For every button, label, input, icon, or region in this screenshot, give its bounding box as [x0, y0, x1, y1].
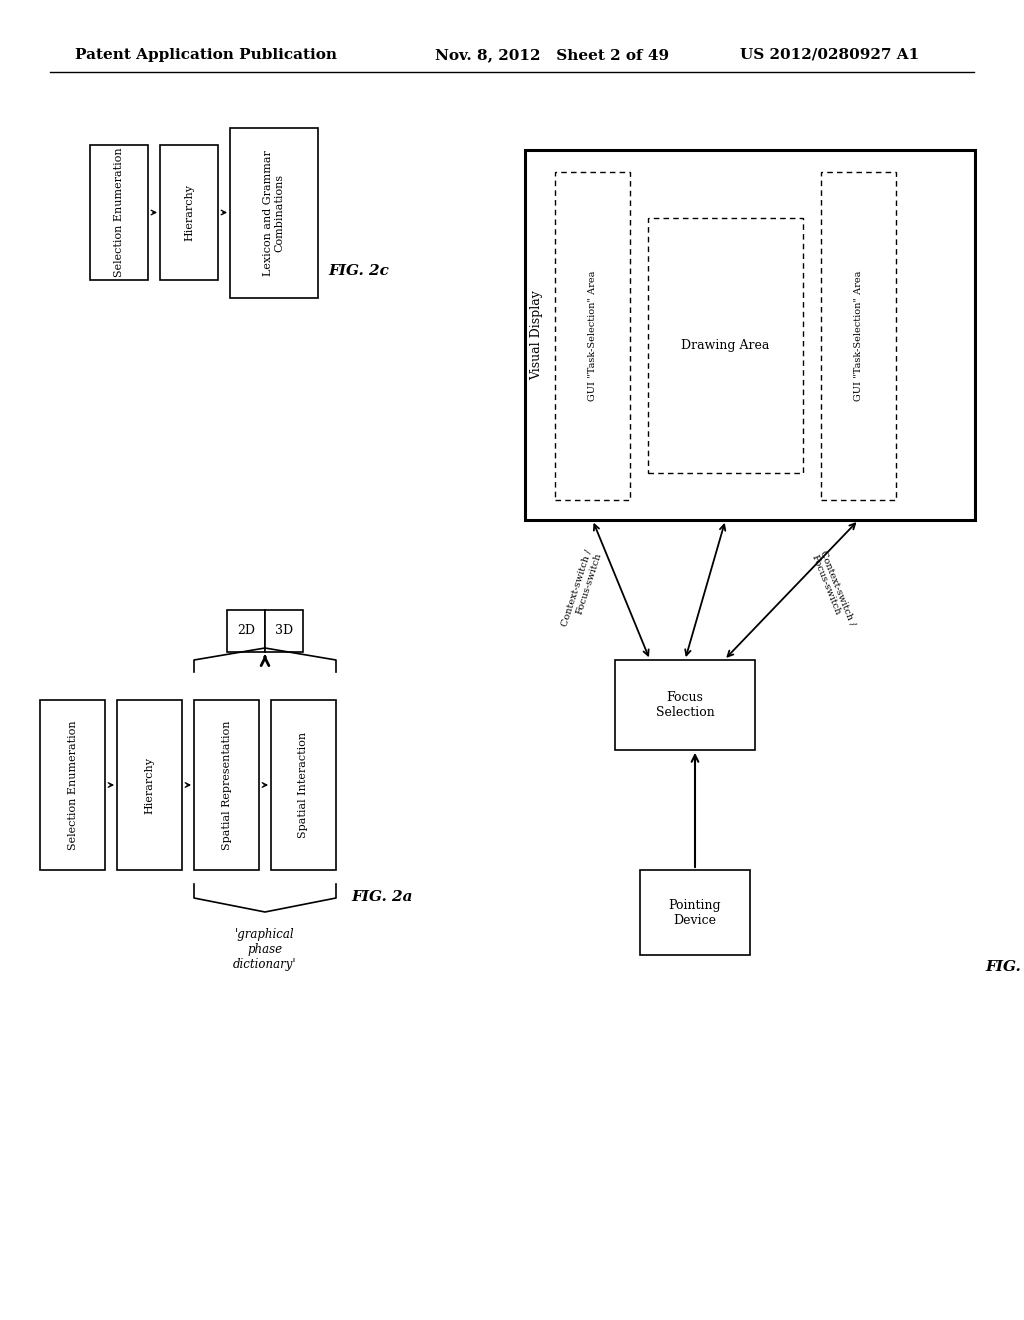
- Text: Drawing Area: Drawing Area: [681, 339, 770, 352]
- Text: Selection Enumeration: Selection Enumeration: [68, 721, 78, 850]
- Text: GUI "Task-Selection" Area: GUI "Task-Selection" Area: [854, 271, 863, 401]
- Text: Patent Application Publication: Patent Application Publication: [75, 48, 337, 62]
- Bar: [40, 700, 105, 870]
- Text: Spatial Interaction: Spatial Interaction: [299, 731, 308, 838]
- Text: Spatial Representation: Spatial Representation: [221, 721, 231, 850]
- Bar: [90, 145, 148, 280]
- Bar: [821, 172, 896, 500]
- Text: Hierarchy: Hierarchy: [144, 756, 155, 813]
- Bar: [555, 172, 630, 500]
- Bar: [640, 870, 750, 954]
- Bar: [525, 150, 975, 520]
- Text: Context-switch /
Focus-switch: Context-switch / Focus-switch: [560, 549, 603, 631]
- Text: 2D: 2D: [237, 624, 255, 638]
- Text: US 2012/0280927 A1: US 2012/0280927 A1: [740, 48, 920, 62]
- Text: Lexicon and Grammar
Combinations: Lexicon and Grammar Combinations: [263, 150, 285, 276]
- Bar: [194, 700, 259, 870]
- Bar: [648, 218, 803, 473]
- Text: FIG. 2b: FIG. 2b: [985, 960, 1024, 974]
- Bar: [615, 660, 755, 750]
- Bar: [160, 145, 218, 280]
- Bar: [230, 128, 318, 298]
- Text: Pointing
Device: Pointing Device: [669, 899, 721, 927]
- Text: FIG. 2c: FIG. 2c: [328, 264, 389, 279]
- Text: Context-switch /
Focus-switch: Context-switch / Focus-switch: [809, 549, 857, 631]
- Text: Focus
Selection: Focus Selection: [655, 690, 715, 719]
- Text: FIG. 2a: FIG. 2a: [351, 890, 413, 904]
- Bar: [271, 700, 336, 870]
- Text: 3D: 3D: [274, 624, 293, 638]
- Bar: [117, 700, 182, 870]
- Bar: [265, 610, 303, 652]
- Text: GUI "Task-Selection" Area: GUI "Task-Selection" Area: [588, 271, 597, 401]
- Text: Visual Display: Visual Display: [530, 290, 544, 380]
- Text: Nov. 8, 2012   Sheet 2 of 49: Nov. 8, 2012 Sheet 2 of 49: [435, 48, 669, 62]
- Text: Hierarchy: Hierarchy: [184, 183, 194, 242]
- Text: 'graphical
phase
dictionary': 'graphical phase dictionary': [233, 928, 297, 972]
- Text: Selection Enumeration: Selection Enumeration: [114, 148, 124, 277]
- Bar: [227, 610, 265, 652]
